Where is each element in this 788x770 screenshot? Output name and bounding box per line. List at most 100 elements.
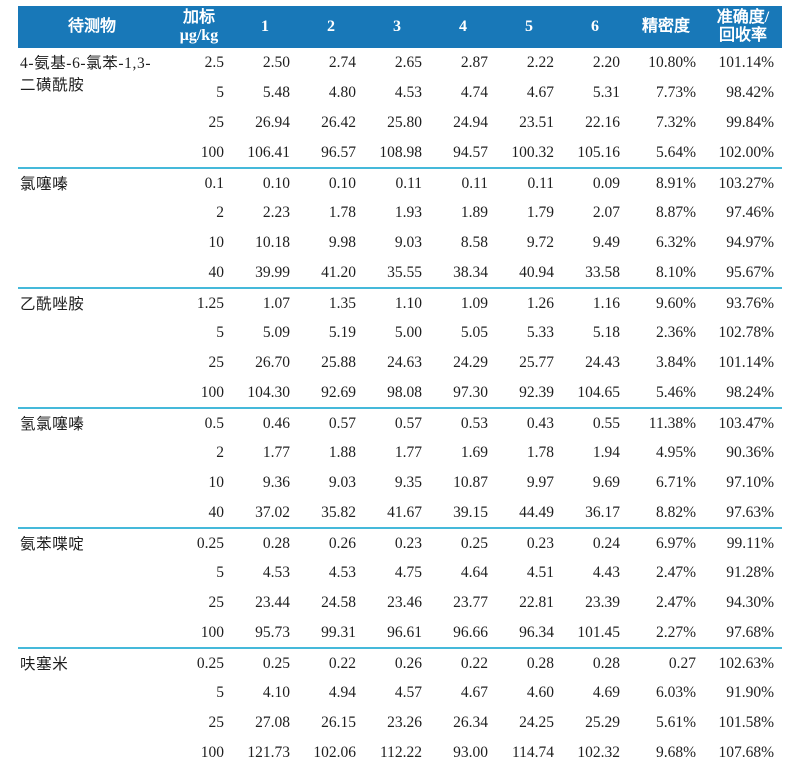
measurement-cell: 0.22: [298, 647, 364, 678]
measurement-cell: 0.46: [232, 407, 298, 438]
header-analyte: 待测物: [18, 6, 166, 48]
measurement-cell: 4.74: [460, 84, 488, 101]
measurement-cell: 24.94: [453, 114, 488, 131]
accuracy-cell: 102.78%: [718, 324, 774, 341]
spike-cell: 100: [200, 744, 224, 761]
precision-cell: 5.46%: [655, 383, 696, 401]
table-body: 4-氨基-6-氯苯-1,3-二磺酰胺 2.5 2.50 2.74 2.65 2.87 2.2…: [18, 48, 782, 768]
measurement-cell: 0.43: [496, 407, 562, 438]
measurement-cell: 40.94: [519, 263, 554, 281]
analyte-cell: 氨苯喋啶: [18, 527, 166, 648]
measurement-cell: 0.57: [298, 407, 364, 438]
measurement-cell: 4.57: [394, 684, 422, 701]
spike-cell: 1.25: [166, 287, 232, 318]
analyte-cell: 氯噻嗪: [18, 167, 166, 288]
accuracy-cell: 103.27%: [704, 167, 782, 198]
measurement-cell: 121.73: [247, 744, 290, 761]
header-replicate-2: 2: [298, 6, 364, 48]
measurement-cell: 101.45: [577, 623, 620, 641]
measurement-cell: 8.58: [460, 234, 488, 251]
measurement-cell: 1.16: [562, 287, 628, 318]
analyte-cell: 呋塞米: [18, 647, 166, 768]
spike-cell: 5: [216, 684, 224, 701]
precision-cell: 8.82%: [655, 503, 696, 521]
header-precision: 精密度: [628, 6, 704, 48]
accuracy-cell: 91.90%: [726, 684, 774, 701]
measurement-cell: 0.10: [298, 167, 364, 198]
precision-cell: 5.61%: [655, 714, 696, 731]
measurement-cell: 0.11: [430, 167, 496, 198]
measurement-cell: 22.16: [585, 114, 620, 131]
spike-cell: 25: [208, 114, 225, 131]
analyte-cell: 乙酰唑胺: [18, 287, 166, 408]
measurement-cell: 2.74: [328, 54, 356, 71]
table-row: 5 5.48 4.80 4.53 4.74 4.67 5.31 7.73% 98.42%: [18, 78, 782, 108]
table-row: 氨苯喋啶 0.25 0.28 0.26 0.23 0.25 0.23 0.24 6.97% 99.…: [18, 527, 782, 648]
measurement-cell: 24.58: [321, 594, 356, 611]
measurement-cell: 4.53: [394, 84, 422, 101]
measurement-cell: 1.26: [496, 287, 562, 318]
measurement-cell: 24.29: [453, 354, 488, 371]
measurement-cell: 1.10: [364, 287, 430, 318]
table-row: 10 10.18 9.98 9.03 8.58 9.72 9.49 6.32% 94.97%: [18, 228, 782, 258]
measurement-cell: 22.81: [519, 594, 554, 611]
precision-cell: 10.80%: [648, 54, 696, 71]
measurement-cell: 96.61: [387, 623, 422, 641]
measurement-cell: 2.22: [526, 54, 554, 71]
accuracy-cell: 91.28%: [726, 564, 774, 581]
spike-cell: 0.25: [166, 527, 232, 558]
measurement-cell: 25.88: [321, 354, 356, 371]
spike-cell: 5: [216, 564, 224, 581]
measurement-cell: 39.99: [255, 263, 290, 281]
precision-cell: 6.32%: [655, 234, 696, 251]
measurement-cell: 9.36: [262, 474, 290, 491]
table-row: 氢氯噻嗪 0.5 0.46 0.57 0.57 0.53 0.43 0.55 11.38% 103…: [18, 407, 782, 528]
analyte-cell: 4-氨基-6-氯苯-1,3-二磺酰胺: [20, 55, 152, 95]
table-row: 40 39.99 41.20 35.55 38.34 40.94 33.58 8.10% 95.…: [18, 258, 782, 288]
table-row: 40 37.02 35.82 41.67 39.15 44.49 36.17 8.82% 97.…: [18, 498, 782, 528]
accuracy-cell: 102.00%: [718, 143, 774, 161]
measurement-cell: 102.32: [577, 744, 620, 761]
measurement-cell: 35.55: [387, 263, 422, 281]
measurement-cell: 1.77: [262, 444, 290, 461]
spike-cell: 5: [216, 324, 224, 341]
precision-cell: 2.27%: [655, 623, 696, 641]
accuracy-cell: 94.97%: [726, 234, 774, 251]
measurement-cell: 33.58: [585, 263, 620, 281]
accuracy-cell: 107.68%: [718, 744, 774, 761]
measurement-cell: 23.46: [387, 594, 422, 611]
recovery-table: 待测物 加标 μg/kg 1 2 3 4 5 6 精密度 准确度/ 回收率 4-…: [18, 6, 782, 768]
precision-cell: 7.73%: [655, 84, 696, 101]
spike-cell: 0.1: [166, 167, 232, 198]
measurement-cell: 4.67: [460, 684, 488, 701]
measurement-cell: 2.20: [592, 54, 620, 71]
measurement-cell: 104.30: [247, 383, 290, 401]
measurement-cell: 1.93: [394, 204, 422, 221]
measurement-cell: 23.44: [255, 594, 290, 611]
measurement-cell: 25.29: [585, 714, 620, 731]
header-spike-line1: 加标: [182, 8, 215, 26]
measurement-cell: 1.89: [460, 204, 488, 221]
measurement-cell: 0.53: [430, 407, 496, 438]
measurement-cell: 1.79: [526, 204, 554, 221]
measurement-cell: 26.34: [453, 714, 488, 731]
measurement-cell: 114.74: [511, 744, 554, 761]
measurement-cell: 0.25: [430, 527, 496, 558]
measurement-cell: 102.06: [313, 744, 356, 761]
measurement-cell: 9.35: [394, 474, 422, 491]
accuracy-cell: 98.42%: [726, 84, 774, 101]
measurement-cell: 4.53: [328, 564, 356, 581]
measurement-cell: 0.22: [430, 647, 496, 678]
measurement-cell: 10.87: [453, 474, 488, 491]
measurement-cell: 9.69: [592, 474, 620, 491]
measurement-cell: 96.34: [519, 623, 554, 641]
measurement-cell: 44.49: [519, 503, 554, 521]
measurement-cell: 26.15: [321, 714, 356, 731]
precision-cell: 6.71%: [655, 474, 696, 491]
measurement-cell: 105.16: [577, 143, 620, 161]
measurement-cell: 4.43: [592, 564, 620, 581]
analyte-cell: 氢氯噻嗪: [18, 407, 166, 528]
precision-cell: 6.03%: [655, 684, 696, 701]
measurement-cell: 5.33: [526, 324, 554, 341]
measurement-cell: 5.31: [592, 84, 620, 101]
